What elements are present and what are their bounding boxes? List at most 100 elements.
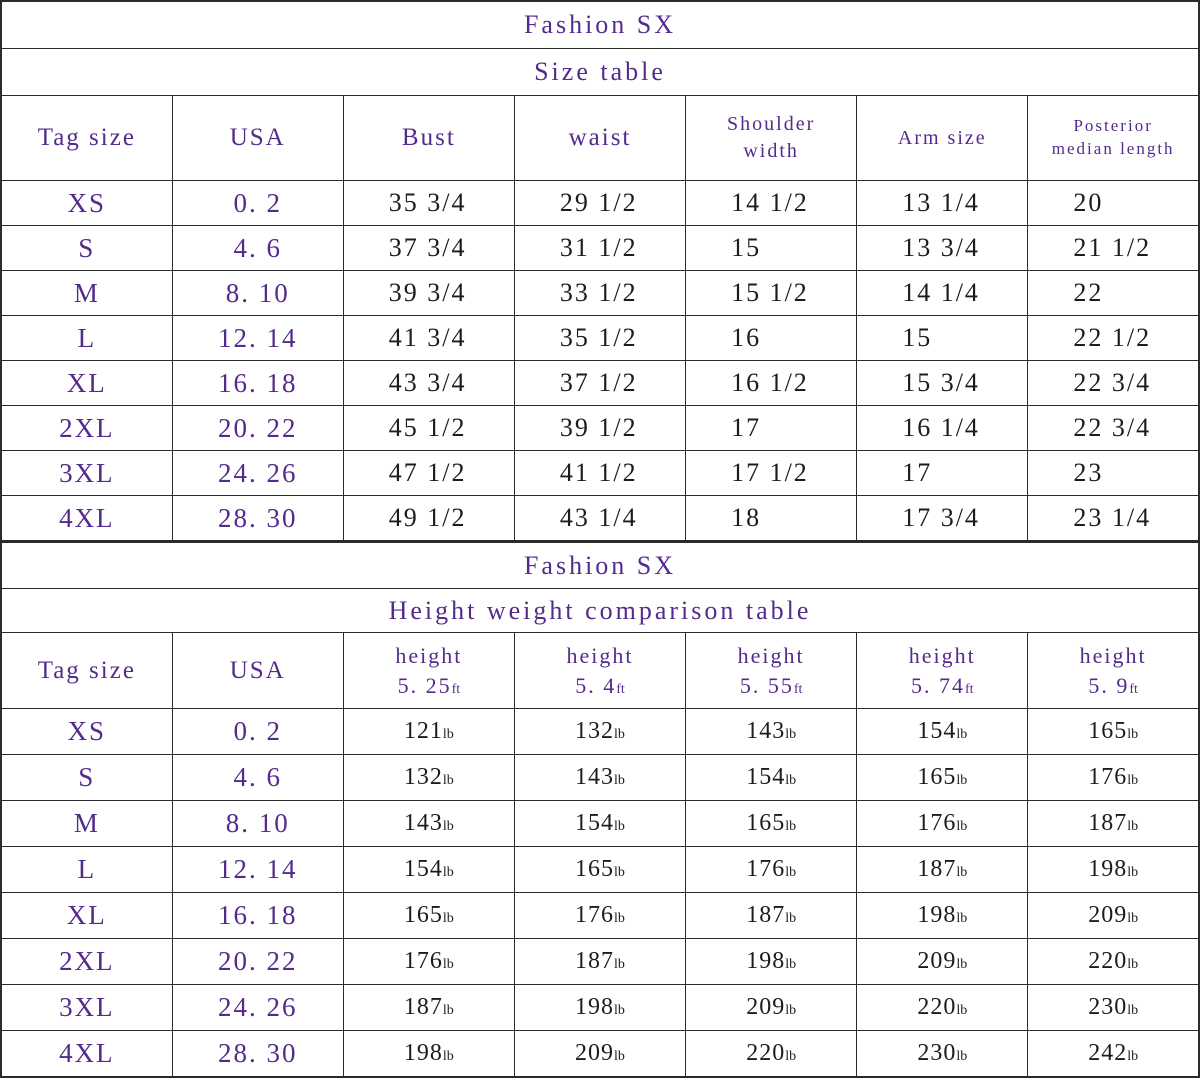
hw-cell-weight: 154lb <box>513 800 687 847</box>
lb-unit: lb <box>614 727 625 742</box>
hw-table-subtitle-row: Height weight comparison table <box>0 588 1200 633</box>
hw-table-row: S 4. 6 132lb 143lb 154lb 165lb 176lb <box>0 754 1200 801</box>
size-cell-usa: 28. 30 <box>171 495 344 542</box>
size-cell-waist: 43 1/4 <box>513 495 687 542</box>
size-cell-posterior: 22 1/2 <box>1027 315 1200 361</box>
hw-cell-tag: 2XL <box>0 938 173 985</box>
size-cell-waist: 33 1/2 <box>513 270 687 316</box>
hw-cell-tag: 4XL <box>0 1030 173 1078</box>
size-cell-tag: 4XL <box>0 495 173 542</box>
ft-unit: ft <box>793 681 803 697</box>
lb-unit: lb <box>1127 911 1139 926</box>
hw-cell-weight: 143lb <box>342 800 515 847</box>
height-label: height <box>566 642 634 668</box>
lb-unit: lb <box>614 957 625 972</box>
hw-cell-weight: 220lb <box>685 1030 858 1078</box>
hw-cell-weight: 230lb <box>856 1030 1029 1078</box>
size-table-row: 2XL 20. 22 45 1/2 39 1/2 17 16 1/4 22 3/4 <box>0 405 1200 451</box>
lb-unit: lb <box>614 865 625 880</box>
size-table-row: XL 16. 18 43 3/4 37 1/2 16 1/2 15 3/4 22 3/4 <box>0 360 1200 406</box>
size-cell-arm: 13 1/4 <box>856 180 1029 226</box>
hw-cell-weight: 143lb <box>513 754 687 801</box>
size-cell-usa: 16. 18 <box>171 360 344 406</box>
size-cell-tag: 3XL <box>0 450 173 496</box>
size-table-header-row: Tag size USA Bust waist Shoulder width A… <box>0 95 1200 181</box>
lb-unit: lb <box>1127 957 1139 972</box>
size-cell-posterior: 23 <box>1027 450 1200 496</box>
size-cell-tag: XS <box>0 180 173 226</box>
hw-cell-weight: 209lb <box>513 1030 687 1078</box>
hw-cell-weight: 154lb <box>342 846 515 893</box>
col-header-bust: Bust <box>342 95 515 181</box>
ft-unit: ft <box>964 681 974 697</box>
lb-unit: lb <box>1127 773 1139 788</box>
size-cell-arm: 16 1/4 <box>856 405 1029 451</box>
hw-table-body: XS 0. 2 121lb 132lb 143lb 154lb 165lb S 4. 6 132l… <box>0 708 1200 1078</box>
col-header-waist: waist <box>513 95 687 181</box>
hw-cell-weight: 176lb <box>685 846 858 893</box>
height-label: height <box>908 642 976 668</box>
size-table-title-row: Fashion SX <box>0 0 1200 49</box>
height-weight-table: Fashion SX Height weight comparison tabl… <box>0 542 1200 1078</box>
size-table-row: 4XL 28. 30 49 1/2 43 1/4 18 17 3/4 23 1/4 <box>0 495 1200 542</box>
size-cell-waist: 35 1/2 <box>513 315 687 361</box>
size-cell-posterior: 22 <box>1027 270 1200 316</box>
size-cell-shoulder: 18 <box>685 495 858 542</box>
size-cell-usa: 0. 2 <box>171 180 344 226</box>
hw-cell-weight: 165lb <box>685 800 858 847</box>
hw-cell-weight: 154lb <box>685 754 858 801</box>
col-header-height: height 5. 74ft <box>856 632 1029 709</box>
size-cell-usa: 8. 10 <box>171 270 344 316</box>
hw-cell-usa: 20. 22 <box>171 938 344 985</box>
size-cell-tag: M <box>0 270 173 316</box>
hw-cell-tag: 3XL <box>0 984 173 1031</box>
size-cell-arm: 15 3/4 <box>856 360 1029 406</box>
col-header-height: height 5. 4ft <box>513 632 687 709</box>
size-cell-shoulder: 17 <box>685 405 858 451</box>
size-cell-tag: S <box>0 225 173 271</box>
lb-unit: lb <box>1127 819 1139 834</box>
hw-cell-weight: 165lb <box>342 892 515 939</box>
hw-cell-weight: 176lb <box>513 892 687 939</box>
hw-cell-tag: XS <box>0 708 173 755</box>
hw-cell-weight: 176lb <box>856 800 1029 847</box>
height-value: 5. 4ft <box>575 672 625 698</box>
hw-cell-weight: 165lb <box>1027 708 1200 755</box>
hw-cell-weight: 198lb <box>513 984 687 1031</box>
lb-unit: lb <box>956 911 968 926</box>
lb-unit: lb <box>1127 1049 1139 1064</box>
size-cell-arm: 14 1/4 <box>856 270 1029 316</box>
hw-cell-weight: 242lb <box>1027 1030 1200 1078</box>
hw-cell-usa: 8. 10 <box>171 800 344 847</box>
col-header-tag-size: Tag size <box>0 632 173 709</box>
hw-cell-weight: 143lb <box>685 708 858 755</box>
size-cell-posterior: 20 <box>1027 180 1200 226</box>
hw-cell-weight: 187lb <box>513 938 687 985</box>
col-header-arm-size: Arm size <box>856 95 1029 181</box>
hw-table-title-row: Fashion SX <box>0 542 1200 589</box>
size-table-row: L 12. 14 41 3/4 35 1/2 16 15 22 1/2 <box>0 315 1200 361</box>
col-header-tag-size: Tag size <box>0 95 173 181</box>
size-cell-arm: 13 3/4 <box>856 225 1029 271</box>
lb-unit: lb <box>956 1049 968 1064</box>
size-cell-tag: 2XL <box>0 405 173 451</box>
hw-table-row: 2XL 20. 22 176lb 187lb 198lb 209lb 220lb <box>0 938 1200 985</box>
col-header-shoulder: Shoulder width <box>685 95 858 181</box>
lb-unit: lb <box>442 911 454 926</box>
size-cell-usa: 12. 14 <box>171 315 344 361</box>
height-label: height <box>737 642 805 668</box>
lb-unit: lb <box>785 773 797 788</box>
lb-unit: lb <box>785 1003 797 1018</box>
lb-unit: lb <box>442 819 454 834</box>
lb-unit: lb <box>614 819 625 834</box>
hw-cell-weight: 165lb <box>513 846 687 893</box>
size-cell-bust: 37 3/4 <box>342 225 515 271</box>
size-cell-waist: 37 1/2 <box>513 360 687 406</box>
size-cell-usa: 20. 22 <box>171 405 344 451</box>
lb-unit: lb <box>442 957 454 972</box>
lb-unit: lb <box>442 1049 454 1064</box>
hw-cell-weight: 198lb <box>1027 846 1200 893</box>
hw-cell-usa: 12. 14 <box>171 846 344 893</box>
size-table-subtitle-row: Size table <box>0 48 1200 96</box>
